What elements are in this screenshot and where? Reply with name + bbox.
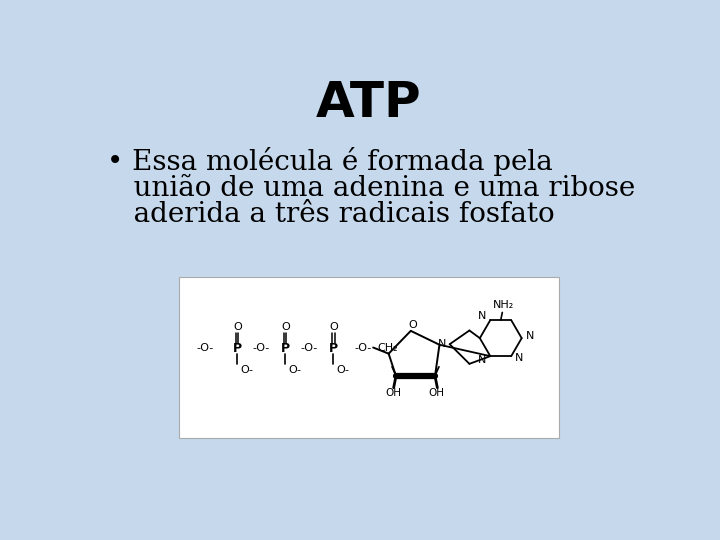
Text: N: N (526, 331, 534, 341)
Text: • Essa molécula é formada pela: • Essa molécula é formada pela (107, 146, 553, 176)
Text: OH: OH (385, 388, 401, 398)
Text: O: O (329, 322, 338, 332)
Text: união de uma adenina e uma ribose: união de uma adenina e uma ribose (107, 174, 635, 201)
Text: aderida a três radicais fosfato: aderida a três radicais fosfato (107, 201, 554, 228)
Text: O-: O- (336, 364, 349, 375)
Text: NH₂: NH₂ (493, 300, 515, 310)
Text: O: O (233, 322, 242, 332)
Text: -O-: -O- (196, 343, 213, 353)
Text: P: P (329, 342, 338, 355)
Text: N: N (478, 355, 487, 365)
Text: -O-: -O- (301, 343, 318, 353)
Text: N: N (438, 339, 446, 349)
Text: -O-: -O- (354, 343, 372, 353)
Text: O: O (281, 322, 289, 332)
Text: N: N (478, 311, 487, 321)
Text: P: P (281, 342, 290, 355)
Text: OH: OH (428, 388, 444, 398)
Text: P: P (233, 342, 242, 355)
Text: N: N (515, 354, 523, 363)
Text: O-: O- (289, 364, 302, 375)
Text: O: O (408, 320, 417, 330)
Text: O-: O- (240, 364, 253, 375)
FancyBboxPatch shape (179, 276, 559, 438)
Text: CH₂: CH₂ (377, 343, 398, 353)
Text: ATP: ATP (316, 79, 422, 127)
Text: -O-: -O- (253, 343, 270, 353)
